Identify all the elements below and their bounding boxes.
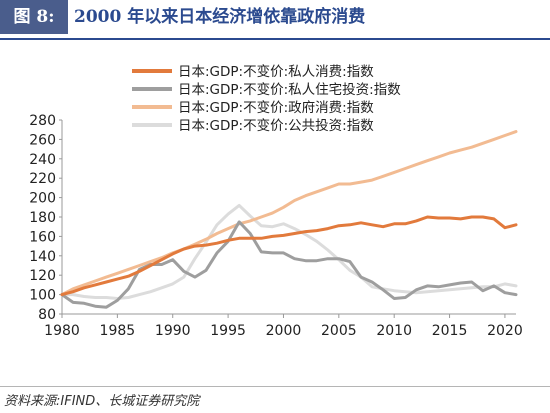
legend-label-0: 日本:GDP:不变价:私人消费:指数 <box>178 64 374 80</box>
y-tick-label: 200 <box>29 191 56 207</box>
series-line-2 <box>60 130 518 297</box>
source-note: 资料来源:IFIND、长城证券研究院 <box>4 394 200 409</box>
y-tick-label: 180 <box>29 210 56 226</box>
x-tick-label: 1980 <box>44 323 80 339</box>
y-tick-label: 100 <box>29 288 56 304</box>
x-tick-label: 2000 <box>266 323 302 339</box>
y-tick-label: 220 <box>29 171 56 187</box>
y-tick-label: 120 <box>29 268 56 284</box>
legend-label-3: 日本:GDP:不变价:公共投资:指数 <box>178 118 374 134</box>
series-line-3 <box>60 203 518 300</box>
legend-label-2: 日本:GDP:不变价:政府消费:指数 <box>178 100 374 116</box>
chart-legend: 日本:GDP:不变价:私人消费:指数日本:GDP:不变价:私人住宅投资:指数日本… <box>132 64 401 134</box>
series-line-0 <box>60 215 518 297</box>
header-divider <box>0 38 550 40</box>
x-tick-label: 2020 <box>487 323 523 339</box>
y-tick-label: 240 <box>29 152 56 168</box>
y-tick-label: 160 <box>29 229 56 245</box>
legend-label-1: 日本:GDP:不变价:私人住宅投资:指数 <box>178 82 401 98</box>
y-tick-label: 140 <box>29 249 56 265</box>
y-tick-label: 280 <box>29 113 56 129</box>
plot-area: 80 100 120 140 160 180 200 220 240 260 280 1980 1985… <box>29 113 522 339</box>
x-tick-label: 2005 <box>321 323 357 339</box>
x-tick-label: 1990 <box>155 323 191 339</box>
x-tick-label: 2015 <box>432 323 468 339</box>
x-tick-label: 2010 <box>376 323 412 339</box>
figure-header: 图 8: 2000 年以来日本经济增依靠政府消费 <box>0 0 550 40</box>
footer-divider <box>0 386 550 387</box>
x-tick-label: 1995 <box>210 323 246 339</box>
figure-title: 2000 年以来日本经济增依靠政府消费 <box>74 7 366 27</box>
y-tick-label: 80 <box>38 307 56 323</box>
line-chart: 日本:GDP:不变价:私人消费:指数日本:GDP:不变价:私人住宅投资:指数日本… <box>29 64 522 339</box>
x-tick-label: 1985 <box>100 323 136 339</box>
figure-label: 图 8: <box>0 0 68 34</box>
y-tick-label: 260 <box>29 132 56 148</box>
